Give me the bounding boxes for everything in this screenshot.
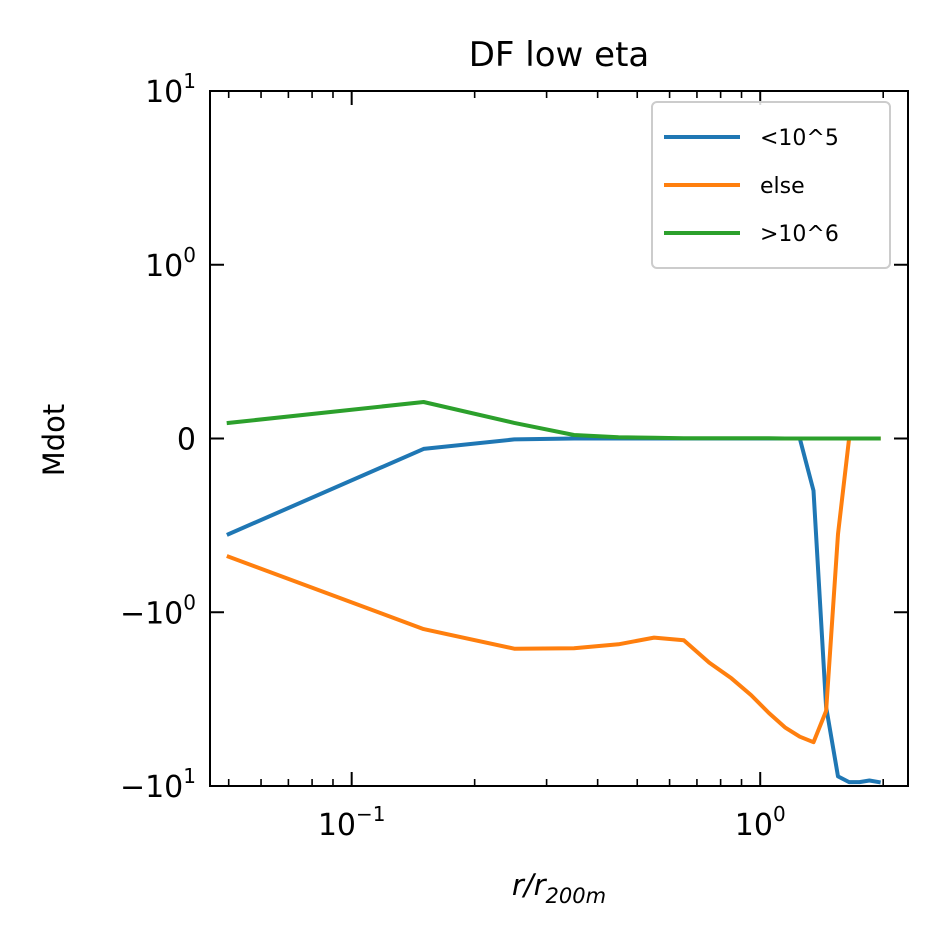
legend-box	[651, 101, 891, 269]
x-tick-label: 100	[735, 802, 786, 843]
x-axis-label: r/r200m	[512, 868, 606, 908]
y-tick-label: −101	[120, 764, 196, 805]
series-line-3	[226, 400, 881, 441]
y-tick-label: 0	[177, 423, 196, 458]
series-lines	[226, 400, 882, 785]
tick-labels: 10−1 100 101 100 0 −100 −101	[120, 69, 786, 843]
legend: <10^5 else >10^6	[651, 101, 891, 269]
y-tick-label: −100	[120, 590, 196, 631]
x-axis-label-base: r/r	[512, 868, 548, 902]
x-tick-label: 10−1	[318, 802, 386, 843]
y-tick-label: 101	[145, 69, 196, 110]
x-axis-label-sub: 200m	[546, 884, 607, 908]
legend-label-2: else	[760, 174, 805, 199]
plot-frame	[209, 90, 909, 787]
series-line-2	[226, 436, 881, 745]
chart-title: DF low eta	[469, 35, 650, 75]
series-line-1	[226, 436, 882, 785]
legend-label-3: >10^6	[760, 222, 839, 247]
legend-label-1: <10^5	[760, 126, 839, 151]
y-tick-label: 100	[145, 243, 196, 284]
y-axis-label: Mdot	[37, 404, 71, 477]
